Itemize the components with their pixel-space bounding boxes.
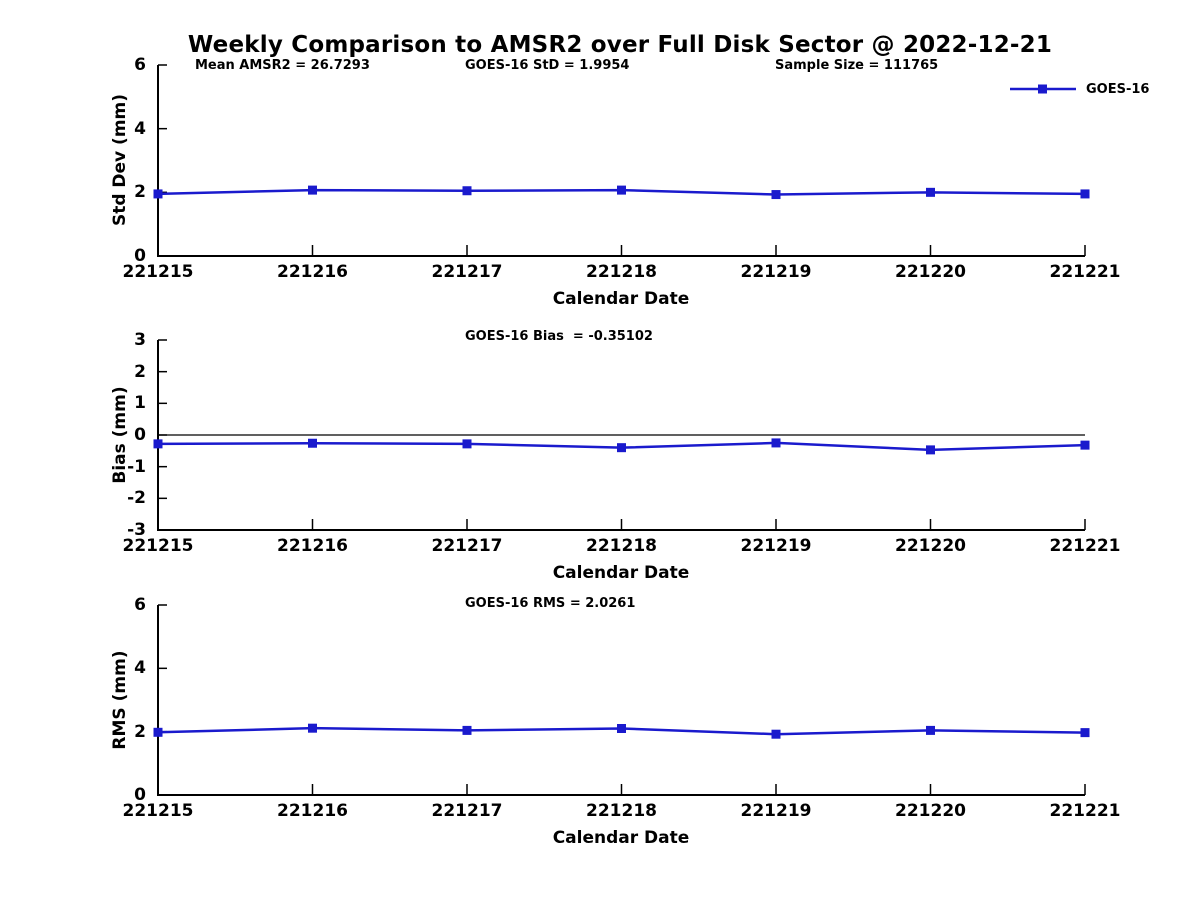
x-axis-label-rms: Calendar Date: [552, 828, 690, 848]
legend-line-marker-icon: [1010, 84, 1076, 94]
x-tick-label: 221217: [431, 801, 503, 821]
std-dev-data-point-marker: [308, 185, 317, 195]
y-tick-label: 4: [134, 658, 146, 679]
annotation-goes16-rms: GOES-16 RMS = 2.0261: [465, 596, 636, 611]
x-tick-label: 221220: [895, 801, 966, 821]
y-tick-label: 2: [134, 182, 146, 203]
annotation-goes16-std: GOES-16 StD = 1.9954: [465, 58, 630, 73]
x-tick-label: 221218: [586, 536, 657, 556]
y-tick-label: 6: [134, 595, 146, 615]
y-tick-label: 2: [134, 721, 146, 742]
chart-title: Weekly Comparison to AMSR2 over Full Dis…: [187, 32, 1053, 58]
x-tick-label: 221219: [740, 801, 812, 821]
y-tick-label: 0: [134, 425, 146, 445]
std-dev-data-point-marker: [617, 185, 626, 195]
rms-data-point-marker: [462, 725, 472, 735]
y-tick-label: 6: [134, 55, 146, 75]
bias-data-point-marker: [926, 445, 935, 455]
x-tick-label: 221221: [1049, 801, 1121, 821]
legend-label: GOES-16: [1086, 81, 1150, 97]
rms-data-point-marker: [153, 727, 163, 737]
x-tick-label: 221216: [277, 801, 348, 821]
y-tick-label: -3: [127, 520, 146, 540]
x-tick-label: 221217: [431, 536, 503, 556]
std-dev-data-point-marker: [926, 187, 935, 197]
y-tick-label: -2: [127, 488, 146, 509]
y-tick-label: 2: [134, 361, 146, 382]
y-tick-label: 4: [134, 118, 146, 139]
rms-data-point-marker: [617, 724, 626, 733]
bias-data-point-marker: [617, 443, 626, 453]
x-tick-label: 221220: [895, 536, 966, 556]
rms-data-point-marker: [926, 725, 935, 735]
x-tick-label: 221217: [431, 262, 503, 282]
annotation-mean-amsr2: Mean AMSR2 = 26.7293: [195, 58, 370, 73]
annotation-goes16-bias: GOES-16 Bias = -0.35102: [465, 329, 653, 344]
x-tick-label: 221221: [1049, 536, 1121, 556]
x-axis-label-stddev: Calendar Date: [552, 289, 690, 309]
std-dev-data-point-marker: [153, 189, 163, 199]
y-tick-label: 0: [134, 246, 146, 266]
rms-data-point-marker: [1080, 728, 1090, 738]
y-tick-label: 3: [134, 330, 146, 350]
bias-data-point-marker: [153, 439, 163, 449]
rms-data-point-marker: [771, 729, 781, 739]
y-tick-label: -1: [127, 456, 146, 477]
x-tick-label: 221215: [122, 536, 194, 556]
y-axis-label-stddev: Std Dev (mm): [110, 93, 130, 227]
legend: GOES-16: [1008, 80, 1149, 98]
x-tick-label: 221218: [586, 801, 657, 821]
x-axis-label-bias: Calendar Date: [552, 563, 690, 583]
x-tick-label: 221218: [586, 262, 657, 282]
x-tick-label: 221216: [277, 536, 348, 556]
x-tick-label: 221219: [740, 536, 812, 556]
x-tick-label: 221219: [740, 262, 812, 282]
bias-data-point-marker: [462, 439, 472, 449]
y-tick-label: 1: [134, 393, 146, 414]
std-dev-data-point-marker: [462, 186, 472, 196]
bias-data-point-marker: [308, 438, 317, 448]
x-tick-label: 221221: [1049, 262, 1121, 282]
rms-data-point-marker: [308, 723, 317, 733]
x-tick-label: 221215: [122, 262, 194, 282]
bias-data-point-marker: [1080, 440, 1090, 450]
x-tick-label: 221220: [895, 262, 966, 282]
annotation-sample-size: Sample Size = 111765: [775, 58, 939, 73]
x-tick-label: 221215: [122, 801, 194, 821]
std-dev-data-point-marker: [1080, 189, 1090, 199]
y-tick-label: 0: [134, 785, 146, 805]
std-dev-data-point-marker: [771, 190, 781, 200]
bias-data-point-marker: [771, 438, 781, 448]
x-tick-label: 221216: [277, 262, 348, 282]
